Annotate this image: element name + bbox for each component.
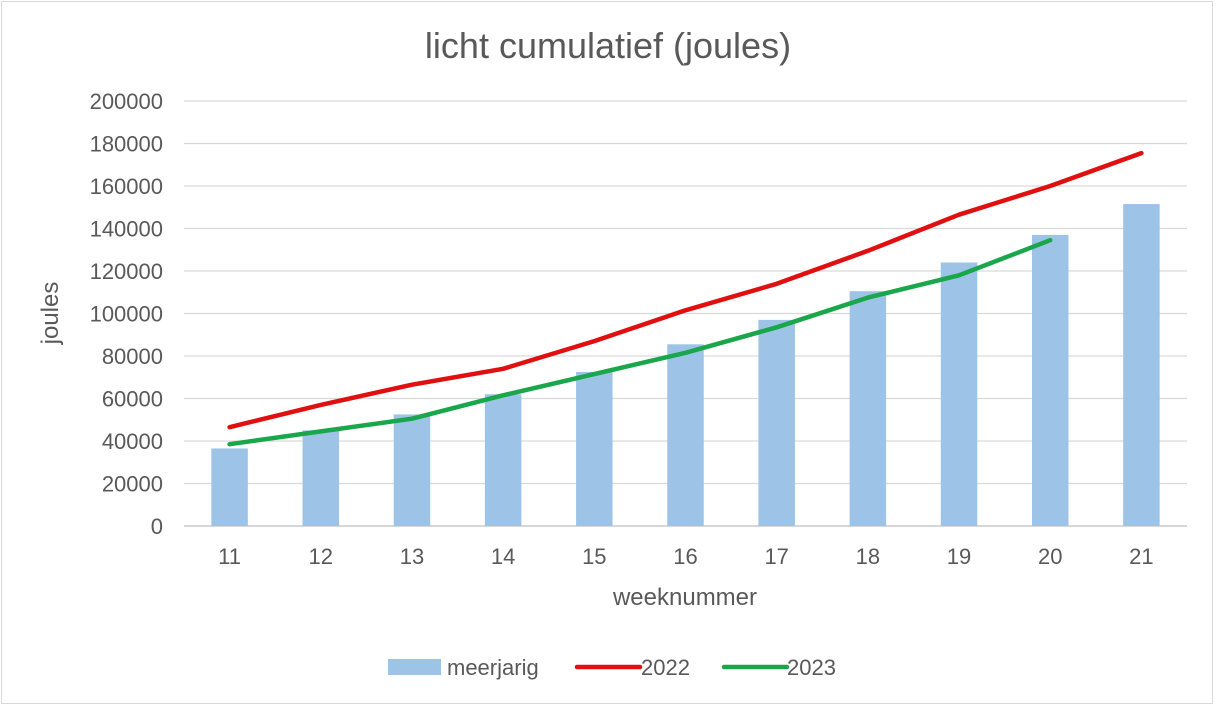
- gridlines: [184, 100, 1187, 527]
- x-axis-ticks: 11 12 13 14 15 16 17 18 19 20 21: [218, 544, 1153, 569]
- bar: [211, 448, 248, 526]
- y-tick-label: 120000: [90, 259, 163, 284]
- y-tick-label: 0: [151, 514, 163, 539]
- bar: [1123, 204, 1160, 526]
- y-tick-label: 100000: [90, 302, 163, 327]
- x-tick-label: 12: [309, 544, 333, 569]
- y-tick-label: 180000: [90, 132, 163, 157]
- bar: [484, 394, 522, 526]
- x-tick-label: 17: [764, 544, 788, 569]
- bar: [758, 319, 795, 526]
- series-line: [227, 237, 1053, 447]
- legend-label: 2022: [641, 655, 690, 680]
- x-tick-label: 20: [1038, 544, 1062, 569]
- bar-series: [211, 204, 1160, 526]
- x-tick-label: 15: [582, 544, 606, 569]
- y-axis-ticks: 0 20000 40000 60000 80000 100000 120000 140000 1…: [90, 89, 163, 539]
- x-tick-label: 16: [673, 544, 697, 569]
- bar: [1031, 234, 1069, 526]
- y-tick-label: 20000: [102, 472, 163, 497]
- y-axis-title: joules: [37, 282, 64, 346]
- legend-label: meerjarig: [447, 655, 539, 680]
- bar: [393, 414, 431, 526]
- y-tick-label: 60000: [102, 387, 163, 412]
- x-tick-label: 21: [1129, 544, 1153, 569]
- y-tick-label: 80000: [102, 344, 163, 369]
- bar: [940, 262, 978, 526]
- bar: [576, 371, 613, 526]
- x-tick-label: 14: [491, 544, 515, 569]
- legend: meerjarig 2022 2023: [388, 655, 836, 680]
- y-tick-label: 160000: [90, 174, 163, 199]
- line-series: [227, 150, 1144, 447]
- series-line: [227, 150, 1144, 430]
- x-tick-label: 19: [947, 544, 971, 569]
- legend-label: 2023: [787, 655, 836, 680]
- x-axis-title: weeknummer: [612, 584, 757, 611]
- y-tick-label: 140000: [90, 217, 163, 242]
- y-tick-label: 200000: [90, 89, 163, 114]
- bar: [667, 344, 704, 526]
- y-tick-label: 40000: [102, 429, 163, 454]
- x-tick-label: 13: [400, 544, 424, 569]
- bar: [302, 430, 340, 526]
- x-tick-label: 18: [856, 544, 880, 569]
- x-tick-label: 11: [218, 544, 241, 569]
- legend-swatch: [388, 659, 441, 675]
- bar: [849, 291, 887, 526]
- chart-title: licht cumulatief (joules): [425, 25, 791, 66]
